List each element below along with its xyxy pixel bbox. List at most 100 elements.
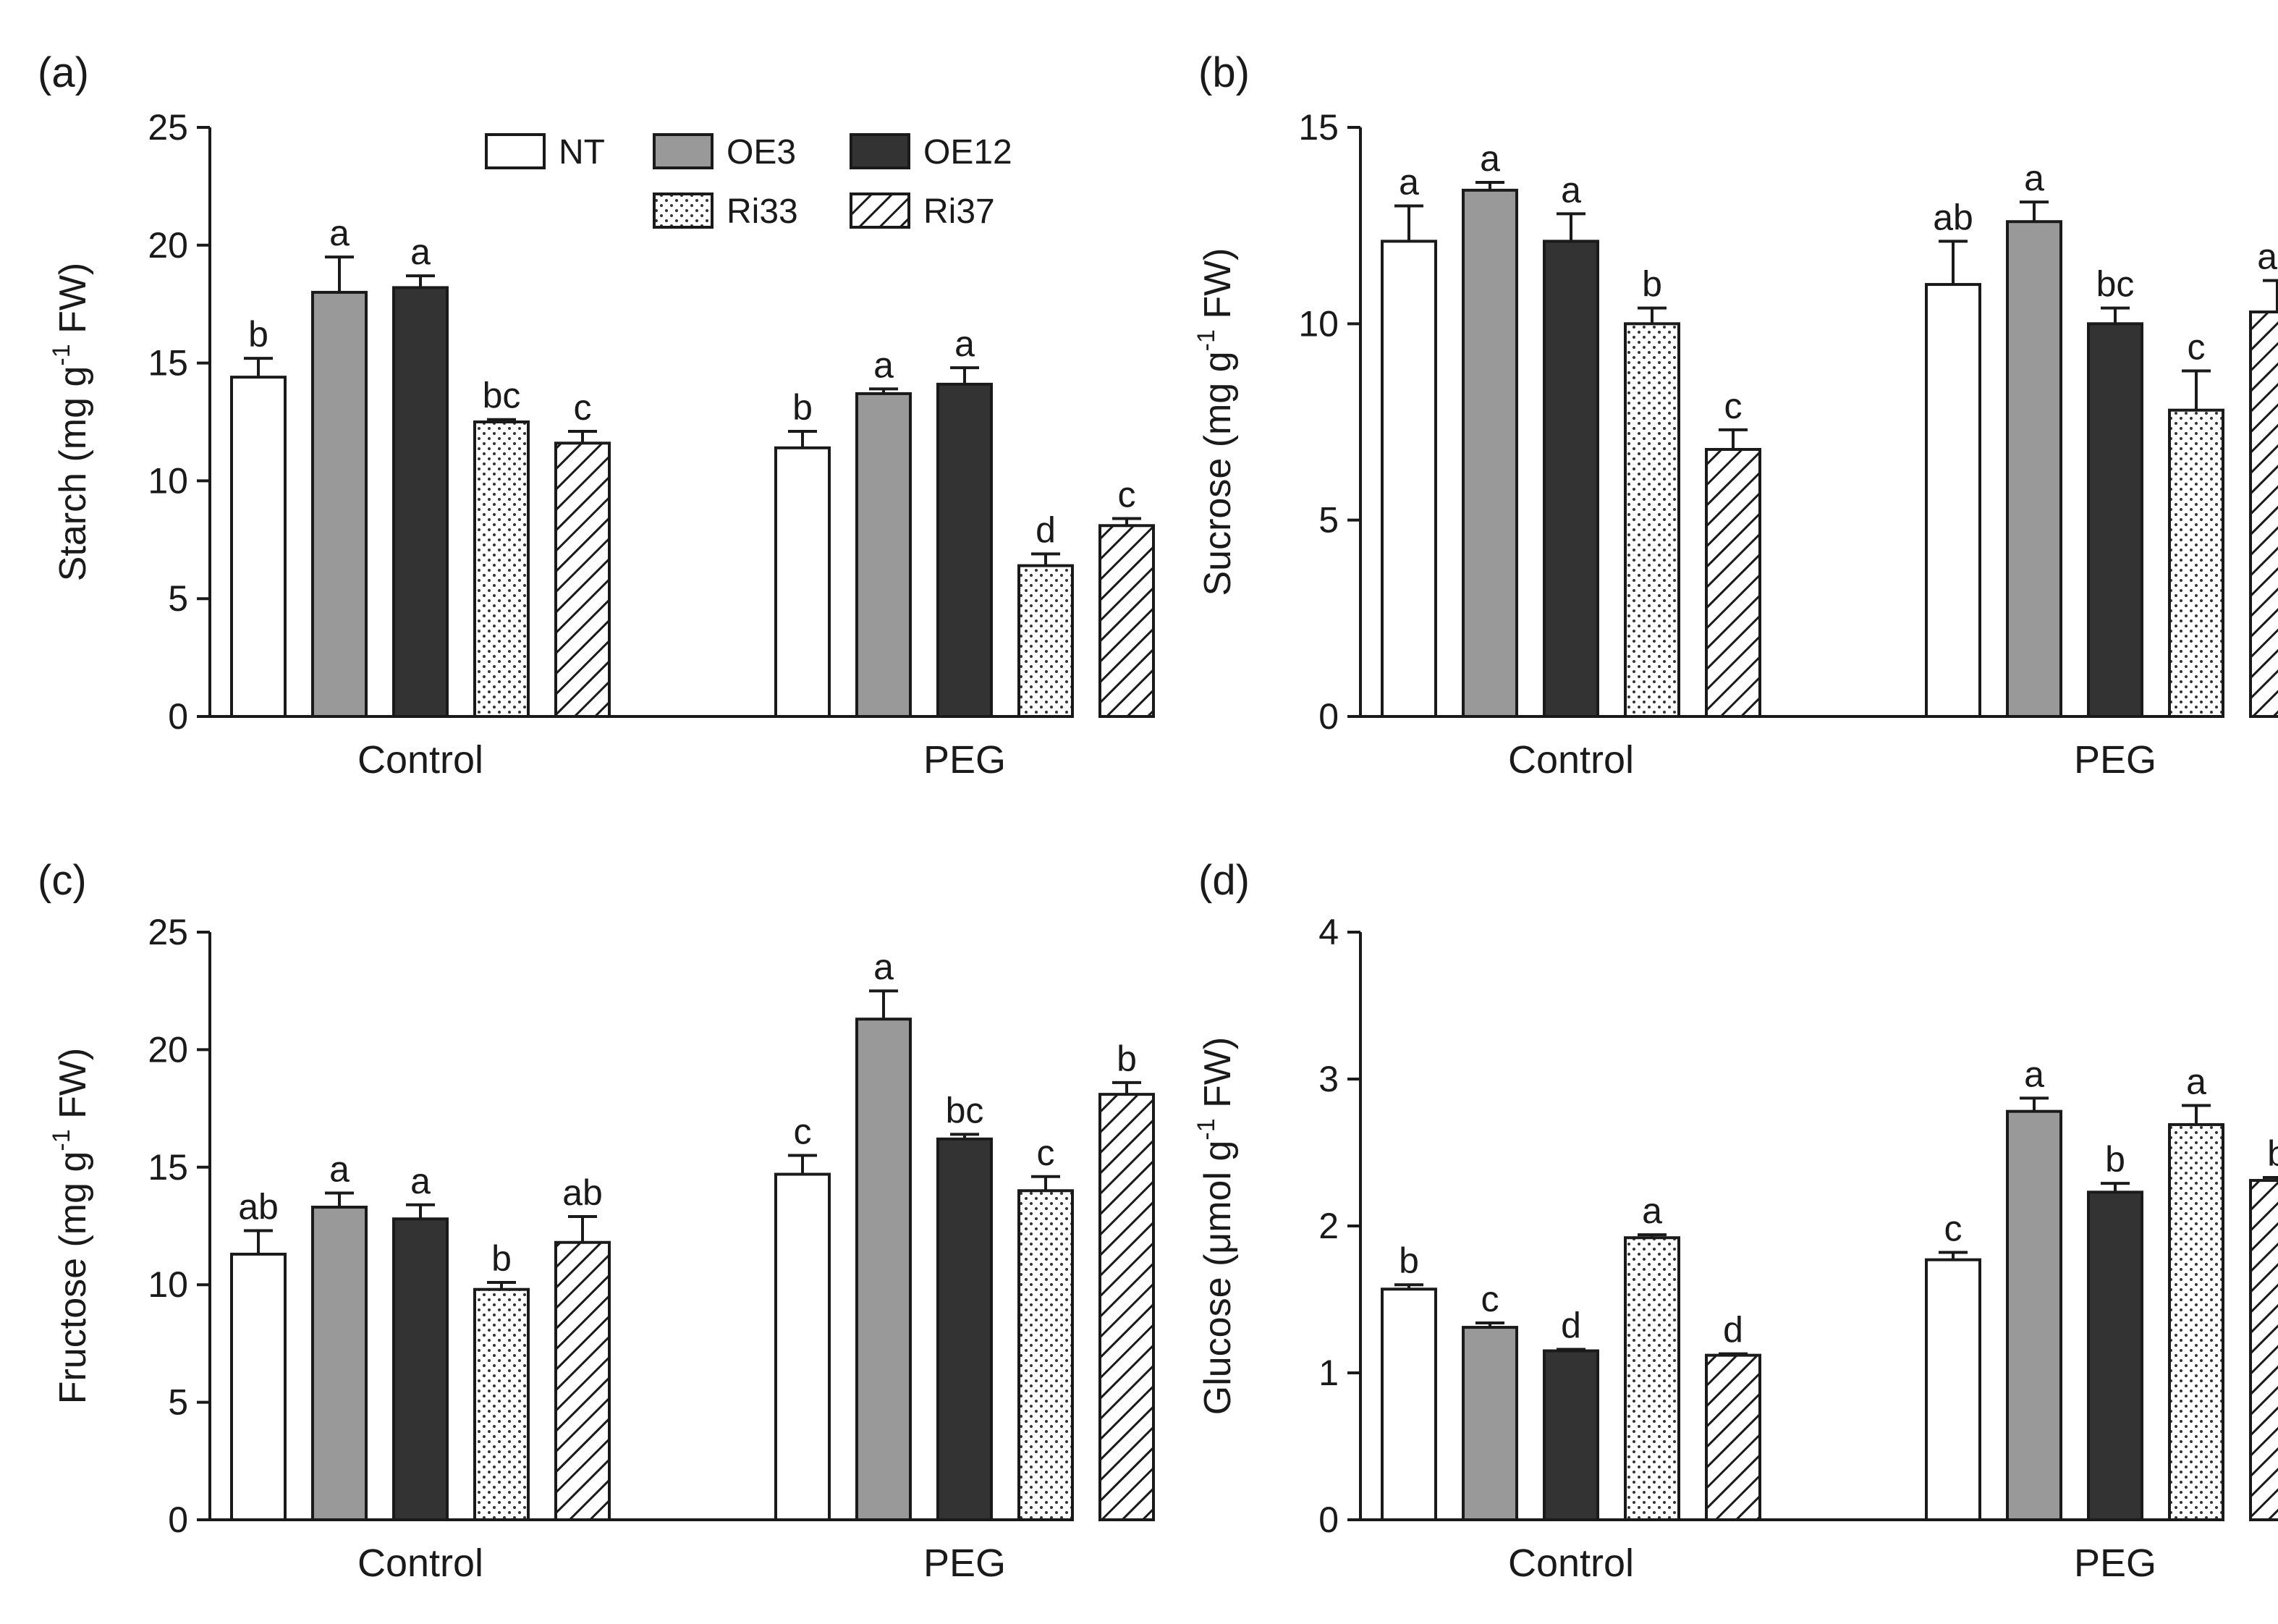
bar-oe3-peg	[2006, 1109, 2062, 1522]
y-tick-label: 15	[148, 343, 188, 384]
y-axis-label: Starch (mg g-1 FW)	[48, 263, 94, 582]
x-category-label: PEG	[2074, 738, 2156, 782]
significance-letter: a	[1642, 1190, 1662, 1231]
bar-oe3-peg	[2006, 220, 2062, 718]
y-tick-label: 25	[148, 912, 188, 952]
bar-ri37-peg	[2249, 310, 2278, 718]
bar-ri33-peg	[2168, 1122, 2224, 1522]
y-tick-label: 10	[148, 1264, 188, 1305]
significance-letter: b	[1642, 264, 1662, 305]
bar-oe3-control	[311, 290, 368, 719]
significance-letter: c	[2188, 326, 2206, 367]
bar-ri33-control	[473, 420, 530, 718]
x-category-label: Control	[1508, 738, 1634, 782]
bar-oe12-control	[1543, 1349, 1599, 1522]
legend-swatch-ri33	[653, 193, 714, 229]
bar-nt-control	[230, 376, 287, 718]
significance-letter: b	[2267, 1133, 2278, 1174]
y-axis-label: Fructose (mg g-1 FW)	[48, 1048, 94, 1405]
bar-ri33-control	[1624, 322, 1680, 719]
y-tick-label: 20	[148, 225, 188, 266]
significance-letter: ab	[1933, 197, 1973, 237]
x-category-label: PEG	[2074, 1541, 2156, 1585]
panel-tag: (d)	[1198, 857, 1250, 904]
legend-swatch-oe3	[653, 133, 714, 169]
significance-letter: b	[1117, 1039, 1137, 1079]
y-tick-label: 15	[148, 1147, 188, 1188]
y-tick-label: 10	[148, 460, 188, 501]
y-axis-label: Sucrose (mg g-1 FW)	[1193, 248, 1239, 596]
y-tick-label: 3	[1318, 1059, 1339, 1099]
significance-letter: c	[794, 1112, 812, 1152]
significance-letter: c	[1118, 474, 1136, 515]
bar-oe3-control	[311, 1206, 368, 1521]
bar-oe3-peg	[855, 1018, 912, 1521]
bar-oe3-control	[1462, 1326, 1518, 1521]
legend-swatch-ri37	[850, 193, 910, 229]
bar-ri37-control	[1705, 447, 1761, 719]
bar-ri37-control	[554, 441, 611, 719]
bar-ri37-peg	[1098, 1093, 1155, 1522]
y-axis-label: Glucose (μmol g-1 FW)	[1193, 1037, 1239, 1415]
legend-label-ri33: Ri33	[727, 193, 798, 231]
significance-letter: c	[1724, 386, 1743, 426]
significance-letter: b	[248, 314, 268, 355]
significance-letter: bc	[946, 1090, 984, 1130]
y-tick-label: 0	[1318, 696, 1339, 737]
legend-label-nt: NT	[559, 133, 605, 172]
bar-nt-peg	[774, 1172, 831, 1521]
bar-oe12-peg	[936, 382, 993, 718]
y-tick-label: 4	[1318, 912, 1339, 952]
bar-ri37-peg	[1098, 524, 1155, 718]
significance-letter: a	[1561, 169, 1581, 210]
y-tick-label: 25	[148, 107, 188, 148]
bar-oe3-peg	[855, 392, 912, 718]
y-tick-label: 5	[168, 1382, 188, 1423]
bar-oe12-peg	[936, 1137, 993, 1521]
y-tick-label: 1	[1318, 1353, 1339, 1393]
y-tick-label: 15	[1298, 107, 1339, 148]
y-tick-label: 10	[1298, 303, 1339, 344]
y-tick-label: 0	[168, 1500, 188, 1540]
y-tick-label: 0	[1318, 1500, 1339, 1540]
significance-letter: d	[1723, 1310, 1743, 1350]
significance-letter: a	[329, 213, 350, 253]
significance-letter: a	[954, 323, 975, 364]
significance-letter: c	[1944, 1209, 1962, 1249]
significance-letter: a	[2186, 1062, 2206, 1102]
y-tick-label: 0	[168, 696, 188, 737]
panel-tag: (c)	[38, 857, 87, 904]
significance-letter: ab	[238, 1186, 279, 1227]
bar-ri33-control	[1624, 1236, 1680, 1521]
significance-letter: c	[1481, 1279, 1499, 1319]
bar-nt-peg	[1925, 1258, 1981, 1521]
significance-letter: a	[1399, 162, 1419, 203]
bar-ri33-peg	[1017, 1189, 1074, 1522]
significance-letter: bc	[2096, 264, 2135, 305]
significance-letter: d	[1561, 1306, 1581, 1346]
bar-oe12-control	[1543, 240, 1599, 718]
bar-oe3-control	[1462, 188, 1518, 718]
bar-ri37-control	[1705, 1353, 1761, 1522]
significance-letter: a	[2024, 158, 2044, 198]
significance-letter: ab	[2257, 237, 2278, 277]
significance-letter: d	[1036, 509, 1056, 550]
bar-nt-control	[230, 1252, 287, 1521]
significance-letter: b	[491, 1238, 512, 1279]
legend-label-oe12: OE12	[923, 133, 1012, 172]
bar-ri37-control	[554, 1240, 611, 1521]
significance-letter: c	[1037, 1133, 1055, 1173]
x-category-label: PEG	[923, 1541, 1006, 1585]
y-tick-label: 5	[1318, 500, 1339, 541]
legend-label-ri37: Ri37	[923, 193, 995, 231]
significance-letter: c	[574, 387, 592, 428]
bar-ri37-peg	[2249, 1179, 2278, 1521]
bar-oe12-peg	[2087, 1190, 2143, 1522]
significance-letter: a	[1480, 138, 1500, 179]
significance-letter: a	[329, 1149, 350, 1190]
y-tick-label: 20	[148, 1029, 188, 1070]
bar-nt-control	[1381, 1287, 1437, 1522]
